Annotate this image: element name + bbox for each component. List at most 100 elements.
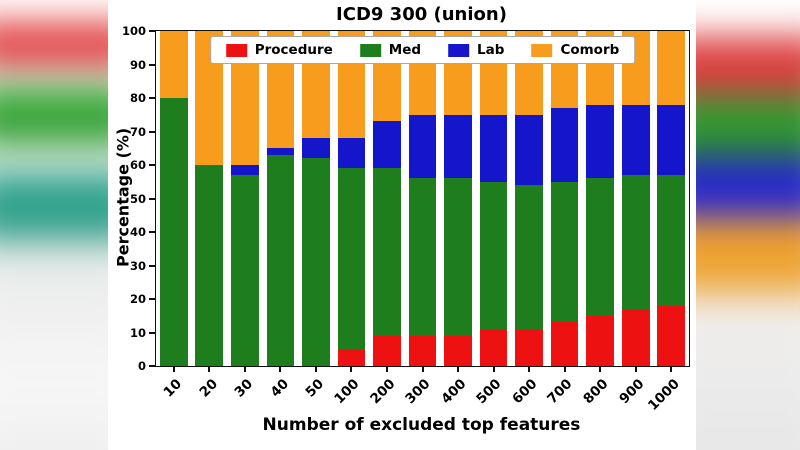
stacked-bar xyxy=(195,31,224,366)
bar-slot xyxy=(192,31,228,366)
bar-segment-med xyxy=(302,158,330,366)
x-tick-mark xyxy=(314,366,317,372)
legend-swatch-procedure xyxy=(225,43,247,57)
y-tick-label: 0 xyxy=(137,359,146,373)
y-tick-label: 30 xyxy=(129,258,146,273)
legend-swatch-med xyxy=(359,43,381,57)
x-tick-mark xyxy=(670,366,673,372)
stacked-bar xyxy=(302,31,330,366)
bar-segment-med xyxy=(195,165,224,366)
bar-segment-lab xyxy=(408,114,437,179)
bar-segment-med xyxy=(444,178,472,336)
legend-entry-procedure: Procedure xyxy=(225,42,333,58)
x-tick-mark xyxy=(350,366,353,372)
stacked-bar xyxy=(657,31,686,366)
bar-segment-lab xyxy=(444,114,472,179)
bar-slot xyxy=(440,31,476,366)
stacked-bar xyxy=(373,31,401,366)
bar-segment-lab xyxy=(373,121,401,169)
y-tick-label: 100 xyxy=(121,24,146,38)
bar-segment-med xyxy=(159,98,188,366)
bar-segment-med xyxy=(479,181,508,330)
bar-segment-lab xyxy=(479,114,508,182)
y-tick-mark xyxy=(149,331,156,334)
bar-slot xyxy=(334,31,370,366)
x-tick-mark xyxy=(172,366,175,372)
x-tick-mark xyxy=(457,366,460,372)
x-tick-label: 400 xyxy=(438,376,470,408)
bar-segment-procedure xyxy=(408,335,437,366)
x-tick-label: 200 xyxy=(367,376,399,408)
x-tick-mark xyxy=(279,366,282,372)
bar-slot xyxy=(263,31,299,366)
bar-segment-procedure xyxy=(479,329,508,366)
y-tick-label: 20 xyxy=(129,292,146,306)
bar-segment-procedure xyxy=(621,309,650,366)
chart-title: ICD9 300 (union) xyxy=(336,4,507,25)
x-tick-label: 700 xyxy=(544,376,576,408)
x-tick-mark xyxy=(563,366,566,372)
stacked-bar xyxy=(230,31,259,366)
bar-segment-procedure xyxy=(373,335,401,366)
bar-slot xyxy=(511,31,547,366)
x-tick-label: 500 xyxy=(473,376,505,408)
y-tick-label: 50 xyxy=(129,191,146,206)
bar-slot xyxy=(547,31,583,366)
x-axis-label: Number of excluded top features xyxy=(262,415,581,435)
y-tick-mark xyxy=(149,298,156,300)
chart-legend: Procedure Med Lab Comorb xyxy=(209,36,636,64)
chart-panel: ICD9 300 (union) Percentage (%) 10 20 30 40… xyxy=(108,0,696,450)
legend-swatch-lab xyxy=(448,43,470,57)
bar-slot xyxy=(298,31,334,366)
x-tick-label: 300 xyxy=(402,376,434,408)
legend-label: Lab xyxy=(477,42,505,58)
y-tick-mark xyxy=(149,130,156,133)
bar-segment-med xyxy=(408,178,437,336)
bar-segment-med xyxy=(621,175,650,310)
bar-slot xyxy=(369,31,405,366)
legend-label: Comorb xyxy=(560,42,620,58)
y-tick-mark xyxy=(149,197,156,200)
y-tick-mark xyxy=(149,231,156,233)
bar-segment-med xyxy=(550,181,579,323)
bar-segment-lab xyxy=(266,148,295,155)
x-tick-label: 50 xyxy=(302,376,328,401)
x-tick-mark xyxy=(634,366,637,372)
legend-entry-comorb: Comorb xyxy=(531,42,619,58)
y-tick-mark xyxy=(149,97,156,99)
bar-slot xyxy=(405,31,441,366)
bar-slot xyxy=(653,31,689,366)
y-tick-label: 10 xyxy=(129,325,146,340)
bars-container xyxy=(156,31,689,366)
stacked-bar xyxy=(266,31,295,366)
legend-entry-med: Med xyxy=(359,42,421,58)
bar-segment-med xyxy=(657,175,686,306)
bar-slot xyxy=(582,31,618,366)
stacked-bar xyxy=(337,31,366,366)
bar-slot xyxy=(618,31,654,366)
bar-segment-med xyxy=(266,154,295,366)
stacked-bar xyxy=(515,31,543,366)
y-tick-label: 80 xyxy=(129,91,146,105)
x-tick-mark xyxy=(385,366,388,372)
y-tick-mark xyxy=(149,63,156,66)
bar-segment-lab xyxy=(337,138,366,169)
x-tick-label: 30 xyxy=(231,376,257,401)
x-tick-label: 100 xyxy=(331,376,363,408)
bar-segment-lab xyxy=(550,108,579,182)
y-tick-mark xyxy=(149,365,156,367)
x-tick-mark xyxy=(599,366,602,372)
y-tick-label: 40 xyxy=(129,225,146,239)
bar-segment-procedure xyxy=(550,322,579,366)
bar-slot xyxy=(476,31,512,366)
legend-label: Procedure xyxy=(254,42,333,58)
stacked-bar xyxy=(550,31,579,366)
bar-segment-med xyxy=(230,175,259,366)
y-tick-label: 70 xyxy=(129,124,146,139)
x-tick-label: 900 xyxy=(615,376,648,408)
x-tick-mark xyxy=(421,366,424,372)
x-tick-label: 40 xyxy=(267,376,292,401)
bar-segment-med xyxy=(515,185,543,330)
y-tick-mark xyxy=(149,164,156,166)
bar-slot xyxy=(156,31,192,366)
